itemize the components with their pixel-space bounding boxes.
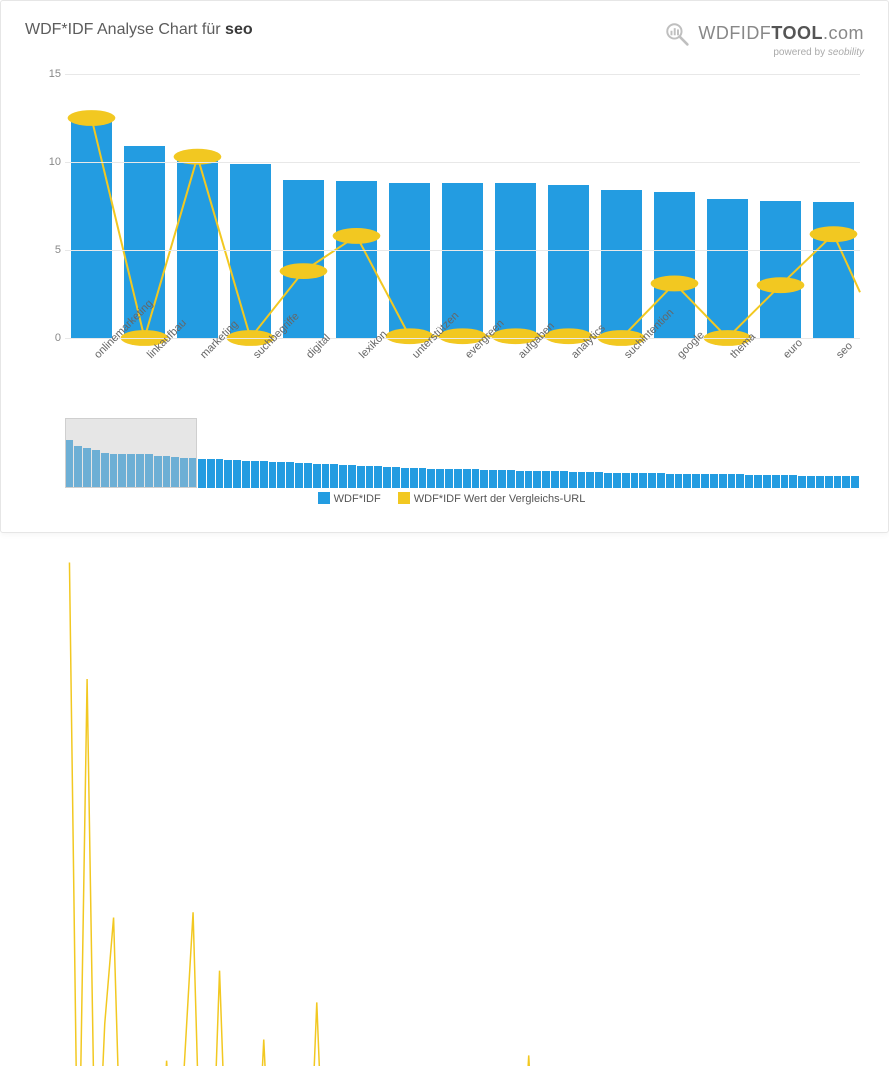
overview-line [65,430,860,1066]
header: WDF*IDF Analyse Chart für seo WDFIDFTOOL… [25,21,864,58]
line-marker[interactable] [651,276,699,292]
y-tick-label: 0 [35,332,61,344]
line-layer [65,74,860,338]
brand-sub-name: seobility [828,47,864,58]
overview-plot [65,418,860,488]
brand-text-1: WDFIDF [698,23,771,43]
chart-card: WDF*IDF Analyse Chart für seo WDFIDFTOOL… [0,0,889,533]
title-term: seo [225,21,253,38]
line-marker[interactable] [68,110,116,126]
x-tick-label: euro [781,352,789,360]
main-chart: 051015 onlinemarketinglinkaufbaumarketin… [25,68,864,398]
x-tick-label: lexikon [357,352,365,360]
gridline [65,250,860,251]
x-tick-label: aufgaben [516,352,524,360]
x-tick-label: linkaufbau [145,352,153,360]
x-tick-label: digital [304,352,312,360]
x-tick-label: evergreen [463,352,471,360]
y-tick-label: 15 [35,68,61,80]
brand-text-3: .com [823,23,864,43]
x-tick-label: unterstützen [410,352,418,360]
x-tick-label: thema [728,352,736,360]
overview-brush[interactable] [65,418,197,488]
x-tick-label: seo [834,352,842,360]
plot-area: 051015 [65,74,860,338]
title-prefix: WDF*IDF Analyse Chart für [25,21,225,38]
x-tick-label: onlinemarketing [92,352,100,360]
x-tick-label: suchbegriffe [251,352,259,360]
line-marker[interactable] [333,228,381,244]
brand-main: WDFIDFTOOL.com [698,24,864,44]
brand-sub: powered by seobility [664,47,864,58]
brand-text-2: TOOL [771,23,823,43]
line-marker[interactable] [810,226,858,242]
line-marker[interactable] [757,277,805,293]
brand-row: WDFIDFTOOL.com [664,21,864,47]
chart-title: WDF*IDF Analyse Chart für seo [25,21,253,39]
line-marker[interactable] [280,263,328,279]
x-labels: onlinemarketing linkaufbau marketing suchbe… [65,338,860,398]
brand-block: WDFIDFTOOL.com powered by seobility [664,21,864,58]
gridline [65,74,860,75]
x-tick-label: marketing [198,352,206,360]
x-tick-label: google [675,352,683,360]
overview-line-series [69,563,855,1066]
y-tick-label: 10 [35,156,61,168]
overview-panel[interactable] [25,418,864,488]
x-tick-label: analytics [569,352,577,360]
x-tick-label: suchintention [622,352,630,360]
brand-sub-prefix: powered by [773,47,827,58]
gridline [65,162,860,163]
magnifier-bars-icon [664,21,690,47]
y-tick-label: 5 [35,244,61,256]
